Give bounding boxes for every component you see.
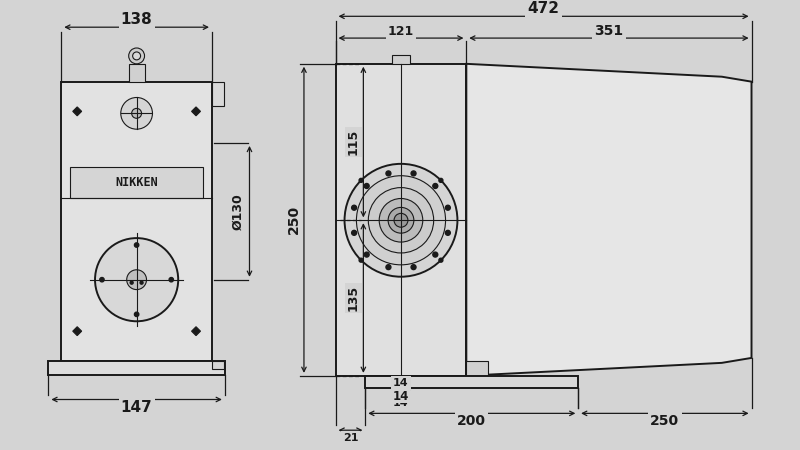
Circle shape <box>133 52 141 60</box>
Text: 115: 115 <box>347 129 360 155</box>
Circle shape <box>364 184 369 189</box>
Circle shape <box>132 108 142 118</box>
Text: 250: 250 <box>650 414 679 428</box>
Bar <box>129 64 145 81</box>
Polygon shape <box>73 327 82 336</box>
Circle shape <box>359 258 363 262</box>
Circle shape <box>439 178 443 182</box>
Circle shape <box>352 230 357 235</box>
Bar <box>62 81 212 361</box>
Text: 351: 351 <box>594 24 623 38</box>
Text: 135: 135 <box>347 285 360 311</box>
Circle shape <box>368 188 434 253</box>
Circle shape <box>388 207 414 233</box>
Text: 250: 250 <box>287 205 301 234</box>
Bar <box>49 361 225 375</box>
Bar <box>392 55 410 64</box>
Text: NIKKEN: NIKKEN <box>115 176 158 189</box>
Text: 121: 121 <box>388 25 414 38</box>
Circle shape <box>345 164 458 277</box>
Circle shape <box>386 265 391 270</box>
Circle shape <box>134 312 138 316</box>
Polygon shape <box>191 327 201 336</box>
Circle shape <box>121 98 153 129</box>
Circle shape <box>379 198 422 242</box>
Circle shape <box>433 252 438 257</box>
Text: 14: 14 <box>393 378 409 387</box>
Polygon shape <box>191 107 201 116</box>
Circle shape <box>95 238 178 321</box>
Circle shape <box>140 281 143 284</box>
Bar <box>336 64 466 376</box>
Circle shape <box>446 205 450 210</box>
Circle shape <box>411 265 416 270</box>
Circle shape <box>130 281 133 284</box>
Text: 472: 472 <box>527 1 559 16</box>
Circle shape <box>129 48 145 64</box>
Circle shape <box>134 243 138 247</box>
Circle shape <box>352 205 357 210</box>
Polygon shape <box>466 64 751 376</box>
Text: 200: 200 <box>458 414 486 428</box>
Circle shape <box>386 171 391 176</box>
Circle shape <box>100 278 104 282</box>
Text: Ø130: Ø130 <box>231 193 244 230</box>
Circle shape <box>169 278 174 282</box>
Circle shape <box>411 171 416 176</box>
Circle shape <box>394 213 408 227</box>
Text: 147: 147 <box>121 400 153 415</box>
Bar <box>212 361 224 369</box>
Circle shape <box>439 258 443 262</box>
Text: 21: 21 <box>342 433 358 443</box>
Circle shape <box>357 176 446 265</box>
Bar <box>466 361 488 376</box>
Polygon shape <box>73 107 82 116</box>
Bar <box>70 167 203 198</box>
Circle shape <box>433 184 438 189</box>
Text: 138: 138 <box>121 12 153 27</box>
Circle shape <box>126 270 146 290</box>
Bar <box>212 81 224 106</box>
Circle shape <box>364 252 369 257</box>
Text: 14: 14 <box>393 390 409 403</box>
Bar <box>366 376 578 387</box>
Bar <box>393 376 409 390</box>
Text: 14: 14 <box>393 397 409 408</box>
Circle shape <box>359 178 363 182</box>
Circle shape <box>446 230 450 235</box>
